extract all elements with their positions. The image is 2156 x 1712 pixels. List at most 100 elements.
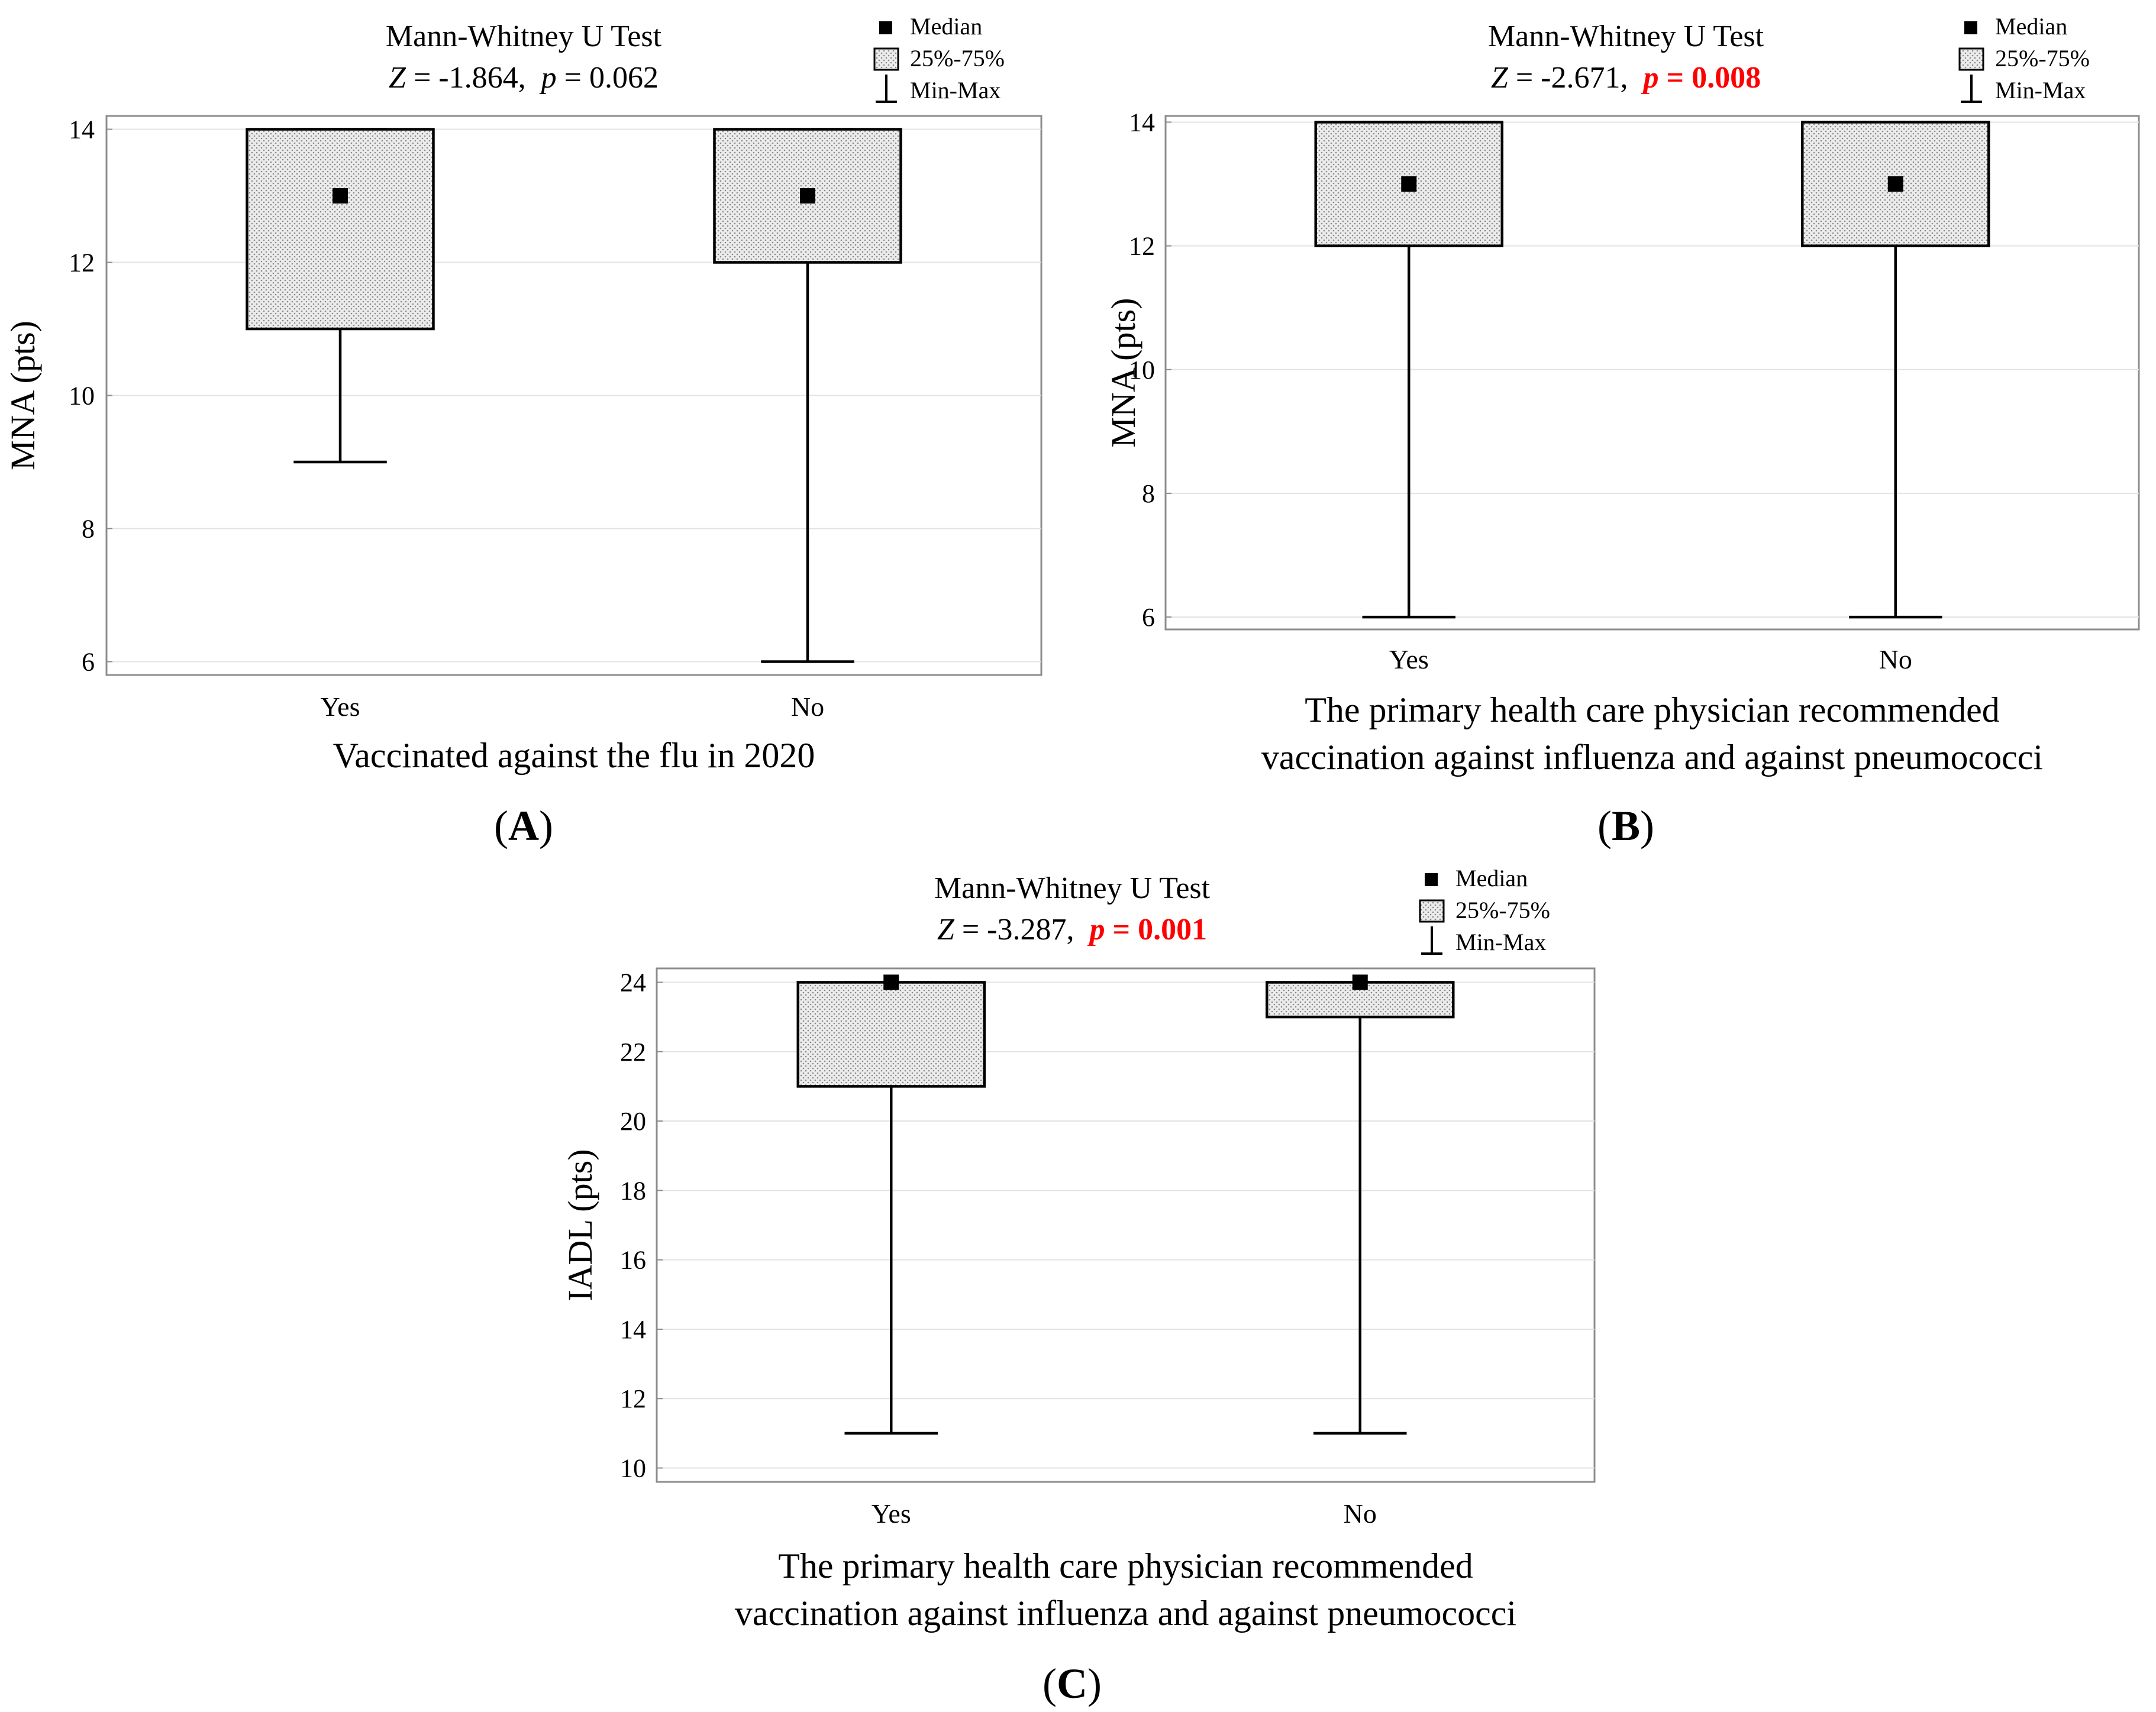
panel-label-open: ( [1597, 802, 1612, 849]
stats-gap [526, 61, 541, 95]
panel-letter: B [1612, 802, 1640, 849]
p-symbol: p [1641, 61, 1658, 95]
box-no [1266, 974, 1455, 1435]
panel-letter: A [508, 802, 539, 849]
x-category-label: No [791, 692, 824, 722]
legend-box-label: 25%-75% [910, 45, 1005, 72]
y-tick-label: 22 [620, 1038, 646, 1067]
legend: Median 25%-75% Min-Max [1419, 865, 1550, 955]
chart-title: Mann-Whitney U Test [1488, 20, 1764, 53]
z-symbol: Z [937, 913, 955, 947]
test-statistics: Z = -2.671, p = 0.008 [1491, 61, 1761, 95]
x-category-label: Yes [321, 692, 360, 722]
z-value: = -3.287, [954, 913, 1074, 947]
legend-whisker-label: Min-Max [1995, 77, 2086, 104]
y-tick-label: 18 [620, 1176, 646, 1205]
legend-box-label: 25%-75% [1455, 897, 1550, 923]
p-value: = 0.001 [1105, 913, 1207, 947]
test-statistics: Z = -1.864, p = 0.062 [389, 61, 659, 95]
legend-box-swatch [873, 47, 899, 71]
legend-median-label: Median [1995, 13, 2067, 40]
panel-label: (A) [494, 802, 553, 849]
y-tick-label: 12 [69, 248, 95, 277]
y-axis-label: MNA (pts) [4, 321, 42, 470]
box-no [713, 128, 902, 663]
x-category-label: No [1344, 1498, 1377, 1529]
median-marker [1401, 176, 1417, 192]
median-marker [1352, 974, 1368, 990]
chart-title: Mann-Whitney U Test [934, 871, 1211, 905]
z-value: = -2.671, [1508, 61, 1628, 95]
stats-gap [1074, 913, 1089, 947]
legend-median-swatch [1964, 21, 1977, 34]
y-tick-label: 12 [620, 1384, 646, 1413]
y-tick-label: 6 [82, 648, 95, 677]
legend: Median 25%-75% Min-Max [1958, 13, 2090, 104]
box-yes [246, 128, 435, 464]
panel-label-open: ( [494, 802, 508, 849]
x-axis-label: vaccination against influenza and agains… [1261, 738, 2043, 777]
panel-a: 6 8 10 12 14 MNA (pts) Yes No Vaccinated against… [4, 13, 1043, 849]
y-tick-label: 14 [620, 1315, 646, 1344]
p-value: = 0.062 [557, 61, 659, 95]
panel-label-close: ) [1087, 1660, 1102, 1707]
x-axis-label: The primary health care physician recomm… [1305, 690, 1999, 729]
x-category-label: Yes [1389, 644, 1429, 674]
y-tick-label: 14 [69, 115, 95, 144]
stats-gap [1628, 61, 1643, 95]
panel-label-close: ) [1640, 802, 1654, 849]
legend-box-label: 25%-75% [1995, 45, 2090, 72]
box-yes [1314, 121, 1503, 619]
panel-label: (C) [1043, 1660, 1102, 1707]
y-tick-label: 20 [620, 1107, 646, 1136]
p-symbol: p [539, 61, 557, 95]
p-value: = 0.008 [1658, 61, 1761, 95]
plot-area [1164, 115, 2140, 631]
box-no [1801, 121, 1990, 619]
chart-title: Mann-Whitney U Test [386, 20, 662, 53]
x-category-label: Yes [872, 1498, 911, 1529]
panel-label-close: ) [539, 802, 553, 849]
panel-label-open: ( [1043, 1660, 1057, 1707]
y-tick-label: 10 [620, 1454, 646, 1483]
y-tick-label: 24 [620, 968, 646, 997]
z-symbol: Z [389, 61, 406, 95]
x-axis-label: vaccination against influenza and agains… [735, 1594, 1516, 1633]
y-tick-label: 10 [1129, 356, 1155, 385]
legend-box-swatch [1958, 47, 1984, 71]
legend: Median 25%-75% Min-Max [873, 13, 1005, 104]
panels: 6 8 10 12 14 MNA (pts) Yes No Vaccinated against… [4, 13, 2140, 1707]
panel-c: 10 12 14 16 18 20 22 24 IADL (pts) Yes No The prima… [561, 865, 1596, 1707]
median-marker [883, 974, 899, 990]
legend-whisker-label: Min-Max [1455, 929, 1546, 955]
x-axis-label: Vaccinated against the flu in 2020 [333, 736, 815, 775]
test-statistics: Z = -3.287, p = 0.001 [937, 913, 1207, 947]
panel-letter: C [1057, 1660, 1087, 1707]
y-axis-label: MNA (pts) [1104, 298, 1142, 448]
median-marker [800, 188, 815, 203]
y-tick-label: 6 [1142, 603, 1155, 632]
iqr-box [246, 128, 435, 331]
median-marker [1887, 176, 1903, 192]
legend-box-swatch [1419, 899, 1445, 923]
x-category-label: No [1879, 644, 1912, 674]
panel-b: 6 8 10 12 14 MNA (pts) Yes No The primary health… [1104, 13, 2140, 849]
legend-median-label: Median [1455, 865, 1528, 891]
y-tick-label: 8 [82, 515, 95, 544]
iqr-box [796, 981, 986, 1088]
p-symbol: p [1087, 913, 1105, 947]
z-value: = -1.864, [406, 61, 526, 95]
legend-median-swatch [879, 21, 892, 34]
legend-median-label: Median [910, 13, 982, 40]
legend-whisker-label: Min-Max [910, 77, 1000, 104]
x-axis-label: The primary health care physician recomm… [778, 1546, 1473, 1585]
y-tick-label: 16 [620, 1246, 646, 1275]
legend-median-swatch [1425, 873, 1438, 886]
panel-label: (B) [1597, 802, 1654, 849]
y-tick-label: 10 [69, 382, 95, 411]
y-tick-label: 12 [1129, 232, 1155, 261]
median-marker [333, 188, 348, 203]
y-axis-label: IADL (pts) [561, 1149, 599, 1301]
y-tick-label: 14 [1129, 108, 1155, 137]
